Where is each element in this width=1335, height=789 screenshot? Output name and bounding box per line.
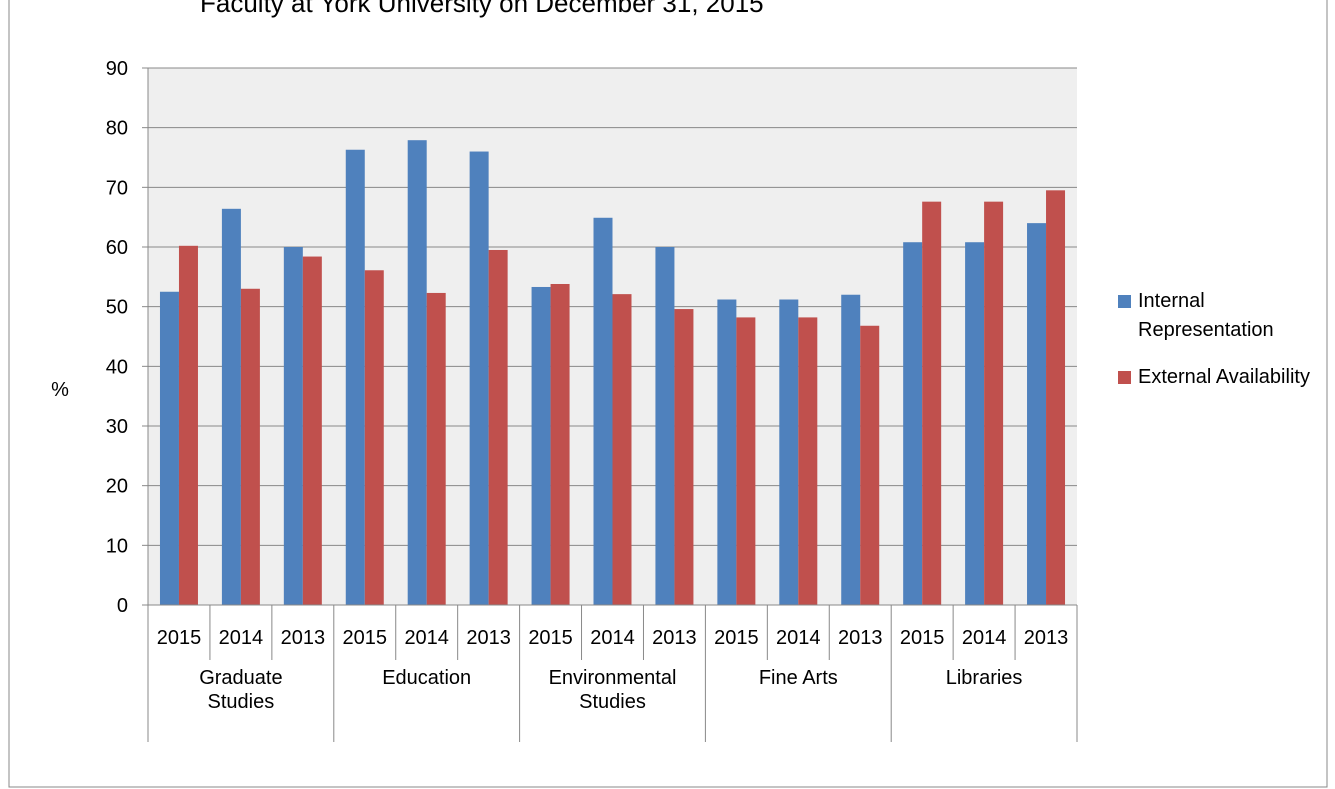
bar — [841, 294, 861, 605]
bar — [984, 201, 1004, 606]
bar — [903, 242, 923, 605]
y-tick-label: 20 — [106, 476, 128, 498]
bar — [612, 294, 632, 605]
bar — [426, 292, 446, 605]
bar — [736, 317, 756, 605]
y-tick-label: 40 — [106, 356, 128, 378]
bar — [798, 317, 818, 605]
x-tick-label: 2015 — [343, 627, 388, 649]
bar — [178, 245, 198, 605]
bar — [240, 288, 260, 605]
bar — [345, 149, 365, 605]
x-tick-label: 2015 — [714, 627, 759, 649]
legend-swatch — [1118, 295, 1131, 308]
x-tick-label: 2013 — [281, 627, 326, 649]
bar — [407, 140, 427, 606]
chart-border — [8, 0, 1328, 788]
bar — [593, 217, 613, 605]
y-tick-label: 90 — [106, 58, 128, 80]
group-label: Environmental Studies — [548, 667, 677, 713]
bar — [283, 247, 303, 605]
y-tick-label: 0 — [117, 595, 128, 617]
bar — [655, 247, 675, 605]
y-tick-label: 10 — [106, 535, 128, 557]
x-tick-label: 2014 — [590, 627, 635, 649]
bar — [531, 286, 551, 605]
x-tick-label: 2013 — [1024, 627, 1069, 649]
bar — [159, 291, 179, 605]
legend-swatch — [1118, 371, 1131, 384]
x-tick-label: 2013 — [838, 627, 883, 649]
y-tick-label: 60 — [106, 237, 128, 259]
bar — [1046, 190, 1066, 606]
x-tick-label: 2015 — [528, 627, 573, 649]
bar — [221, 208, 241, 605]
x-tick-label: 2015 — [157, 627, 202, 649]
y-tick-label: 80 — [106, 118, 128, 140]
x-tick-label: 2014 — [219, 627, 264, 649]
bar — [302, 256, 322, 605]
y-tick-label: 50 — [106, 297, 128, 319]
x-tick-label: 2013 — [652, 627, 697, 649]
x-tick-label: 2014 — [404, 627, 449, 649]
group-label: Education — [382, 667, 472, 689]
y-axis-label: % — [51, 379, 69, 401]
x-tick-label: 2013 — [466, 627, 511, 649]
bar — [674, 309, 694, 605]
bar — [860, 325, 880, 605]
group-label: Graduate Studies — [199, 667, 283, 713]
bar — [717, 299, 737, 605]
x-tick-label: 2014 — [962, 627, 1007, 649]
bar — [1027, 223, 1047, 605]
group-label: Fine Arts — [758, 667, 838, 689]
legend-label: Internal Representation — [1138, 290, 1274, 341]
bar — [469, 151, 489, 606]
bar — [779, 299, 799, 605]
x-tick-label: 2014 — [776, 627, 821, 649]
y-tick-label: 30 — [106, 416, 128, 438]
bar — [364, 270, 384, 605]
chart-title: Faculty at York University on December 3… — [200, 0, 764, 18]
bar — [550, 283, 570, 605]
bar — [922, 201, 942, 606]
group-label: Libraries — [945, 667, 1023, 689]
bar — [488, 249, 508, 605]
y-tick-label: 70 — [106, 177, 128, 199]
legend-label: External Availability — [1138, 366, 1310, 388]
x-tick-label: 2015 — [900, 627, 945, 649]
bar — [965, 242, 985, 605]
